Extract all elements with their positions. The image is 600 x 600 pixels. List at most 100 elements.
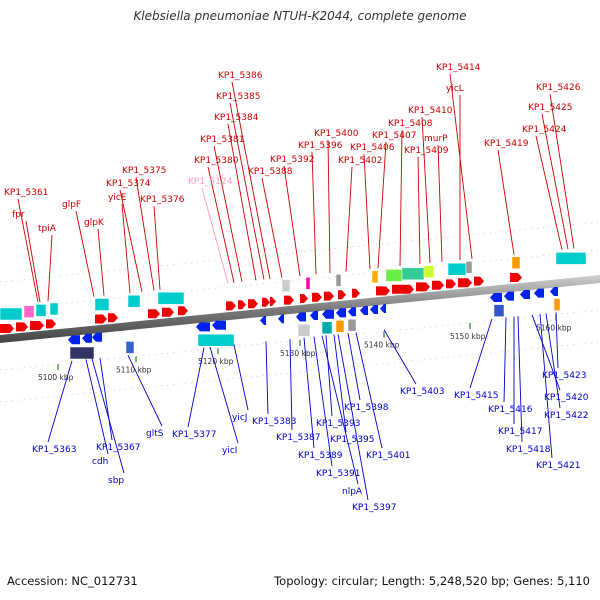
reverse-gene-arrow[interactable] — [534, 288, 544, 298]
gene-label-top[interactable]: KP1_5361 — [4, 188, 48, 198]
forward-gene-arrow[interactable] — [30, 321, 44, 330]
reverse-gene-arrow[interactable] — [296, 312, 306, 322]
forward-gene-arrow[interactable] — [324, 291, 334, 301]
gene-label-bottom[interactable]: KP1_5395 — [330, 435, 374, 445]
forward-gene-arrow[interactable] — [46, 319, 56, 329]
forward-gene-arrow[interactable] — [238, 300, 246, 310]
reverse-gene-arrow[interactable] — [82, 333, 92, 343]
forward-gene-arrow[interactable] — [262, 297, 270, 307]
gene-label-top[interactable]: KP1_5374 — [106, 179, 151, 189]
reverse-gene-arrow[interactable] — [370, 305, 378, 314]
forward-gene-arrow[interactable] — [108, 313, 118, 323]
forward-gene-arrow[interactable] — [0, 324, 14, 333]
forward-gene-arrow[interactable] — [392, 284, 414, 294]
gene-label-top[interactable]: KP1_5425 — [528, 103, 572, 113]
gene-label-top[interactable]: KP1_5388 — [248, 167, 293, 177]
forward-gene-arrow[interactable] — [270, 297, 276, 306]
forward-gene-arrow[interactable] — [16, 322, 28, 332]
gene-label-top[interactable]: yicE — [108, 193, 127, 203]
gene-label-bottom[interactable]: sbp — [108, 476, 124, 486]
gene-label-bottom[interactable]: KP1_5423 — [542, 371, 586, 381]
reverse-gene-arrow[interactable] — [348, 307, 356, 317]
gene-label-top[interactable]: KP1_5386 — [218, 71, 263, 81]
gene-label-top[interactable]: KP1_5376 — [140, 195, 185, 205]
gene-label-bottom[interactable]: KP1_5403 — [400, 387, 444, 397]
gene-label-bottom[interactable]: KP1_5391 — [316, 469, 360, 479]
forward-gene-arrow[interactable] — [376, 286, 390, 296]
gene-label-bottom[interactable]: KP1_5418 — [506, 445, 551, 455]
gene-label-top[interactable]: murP — [424, 134, 448, 144]
gene-label-top[interactable]: glpK — [84, 218, 105, 228]
forward-gene-arrow[interactable] — [300, 294, 308, 303]
gene-label-top[interactable]: KP1_5392 — [270, 155, 314, 165]
forward-gene-arrow[interactable] — [148, 309, 160, 319]
gene-label-bottom[interactable]: KP1_5383 — [252, 417, 296, 427]
gene-label-top[interactable]: KP1_5396 — [298, 141, 343, 151]
reverse-gene-arrow[interactable] — [260, 316, 266, 325]
reverse-gene-arrow[interactable] — [504, 291, 514, 301]
gene-label-top[interactable]: KP1_5410 — [408, 106, 453, 116]
forward-gene-arrow[interactable] — [248, 299, 258, 309]
forward-gene-arrow[interactable] — [178, 306, 188, 316]
gene-label-top[interactable]: KP1_5408 — [388, 119, 433, 129]
gene-label-bottom[interactable]: KP1_5416 — [488, 405, 533, 415]
gene-label-top[interactable]: yicL — [446, 84, 464, 94]
gene-label-bottom[interactable]: KP1_5421 — [536, 461, 580, 471]
gene-label-top[interactable]: KP1_5414 — [436, 63, 481, 73]
gene-label-top[interactable]: KP1_5124 — [188, 177, 233, 187]
forward-gene-arrow[interactable] — [226, 301, 236, 311]
forward-gene-arrow[interactable] — [352, 288, 360, 298]
reverse-gene-arrow[interactable] — [360, 306, 368, 315]
reverse-gene-arrow[interactable] — [322, 309, 334, 319]
gene-label-top[interactable]: KP1_5385 — [216, 92, 260, 102]
reverse-gene-arrow[interactable] — [278, 314, 284, 324]
forward-gene-arrow[interactable] — [432, 280, 444, 290]
reverse-gene-arrow[interactable] — [310, 311, 318, 320]
gene-label-bottom[interactable]: KP1_5363 — [32, 445, 76, 455]
forward-gene-arrow[interactable] — [95, 314, 107, 324]
gene-label-top[interactable]: KP1_5380 — [194, 156, 239, 166]
gene-label-bottom[interactable]: KP1_5417 — [498, 427, 542, 437]
forward-gene-arrow[interactable] — [474, 276, 484, 286]
forward-gene-arrow[interactable] — [510, 273, 522, 282]
gene-label-bottom[interactable]: KP1_5393 — [316, 419, 360, 429]
forward-gene-arrow[interactable] — [312, 292, 322, 302]
gene-label-bottom[interactable]: KP1_5367 — [96, 443, 140, 453]
gene-label-top[interactable]: KP1_5375 — [122, 166, 166, 176]
forward-gene-arrow[interactable] — [446, 279, 456, 289]
forward-gene-arrow[interactable] — [458, 278, 472, 288]
reverse-gene-arrow[interactable] — [550, 287, 558, 296]
reverse-gene-arrow[interactable] — [212, 320, 226, 330]
gene-label-top[interactable]: KP1_5409 — [404, 146, 449, 156]
gene-label-top[interactable]: glpF — [62, 200, 81, 210]
gene-label-bottom[interactable]: KP1_5398 — [344, 403, 389, 413]
gene-label-bottom[interactable]: KP1_5401 — [366, 451, 410, 461]
gene-label-bottom[interactable]: gltS — [146, 429, 164, 439]
gene-label-top[interactable]: tpiA — [38, 224, 57, 234]
reverse-gene-arrow[interactable] — [380, 304, 386, 313]
reverse-gene-arrow[interactable] — [490, 293, 502, 302]
gene-label-top[interactable]: KP1_5384 — [214, 113, 259, 123]
forward-gene-arrow[interactable] — [162, 307, 174, 317]
forward-gene-arrow[interactable] — [284, 295, 294, 305]
forward-gene-arrow[interactable] — [416, 282, 430, 292]
gene-label-top[interactable]: KP1_5406 — [350, 143, 395, 153]
gene-label-bottom[interactable]: KP1_5397 — [352, 503, 396, 513]
gene-label-bottom[interactable]: KP1_5415 — [454, 391, 498, 401]
gene-label-top[interactable]: KP1_5419 — [484, 139, 529, 149]
gene-label-bottom[interactable]: KP1_5422 — [544, 411, 588, 421]
gene-label-top[interactable]: KP1_5426 — [536, 83, 581, 93]
gene-label-bottom[interactable]: KP1_5389 — [298, 451, 343, 461]
reverse-gene-arrow[interactable] — [92, 332, 102, 342]
gene-label-top[interactable]: KP1_5407 — [372, 131, 416, 141]
reverse-gene-arrow[interactable] — [336, 308, 346, 318]
gene-label-bottom[interactable]: yicJ — [232, 413, 247, 423]
reverse-gene-arrow[interactable] — [68, 335, 80, 345]
forward-gene-arrow[interactable] — [338, 290, 346, 300]
gene-label-bottom[interactable]: yicI — [222, 446, 237, 456]
gene-label-top[interactable]: KP1_5381 — [200, 135, 244, 145]
gene-label-bottom[interactable]: cdh — [92, 457, 108, 467]
gene-label-bottom[interactable]: KP1_5387 — [276, 433, 320, 443]
gene-label-bottom[interactable]: KP1_5420 — [544, 393, 589, 403]
